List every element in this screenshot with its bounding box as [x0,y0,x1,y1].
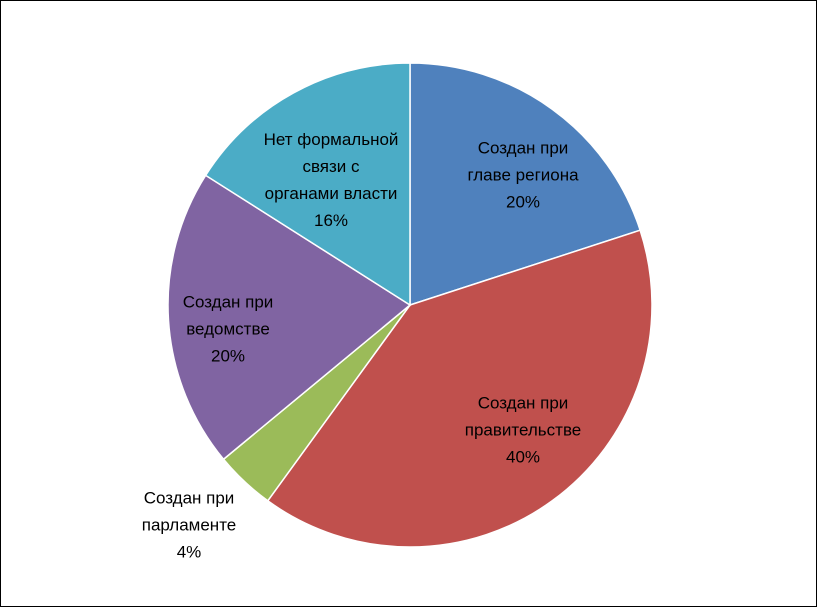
slice-percent: 20% [506,192,540,211]
slice-label-5: Нет формальной связи с органами власти 16% [264,130,399,230]
slice-percent: 20% [211,346,245,365]
slice-name-line: Создан при [478,393,569,412]
slice-name-line: правительстве [465,420,582,439]
slice-name-line: Создан при [478,138,569,157]
pie-slice-5 [204,62,411,307]
slice-name-line: Нет формальной [264,130,399,149]
slice-percent: 40% [506,447,540,466]
slice-percent: 16% [314,211,348,230]
slice-name-line: Создан при [183,292,274,311]
pie-slice-4 [167,174,412,461]
slice-label-3: Создан при парламенте 4% [142,488,237,561]
slice-percent: 4% [177,542,202,561]
slice-label-2: Создан при правительстве 40% [465,393,582,466]
slice-label-4: Создан при ведомстве 20% [183,292,274,365]
slice-name-line: связи с [302,157,360,176]
pie-labels: Создан при главе региона 20% Создан при прав… [142,130,582,562]
slice-name-line: органами власти [265,184,398,203]
pie-slice-1 [409,62,642,307]
slice-name-line: парламенте [142,515,237,534]
pie-slice-2 [266,229,653,548]
slice-label-1: Создан при главе региона 20% [467,138,579,211]
pie-slices [167,62,653,548]
slice-name-line: Создан при [144,488,235,507]
slice-name-line: ведомстве [186,319,270,338]
slice-name-line: главе региона [467,165,579,184]
